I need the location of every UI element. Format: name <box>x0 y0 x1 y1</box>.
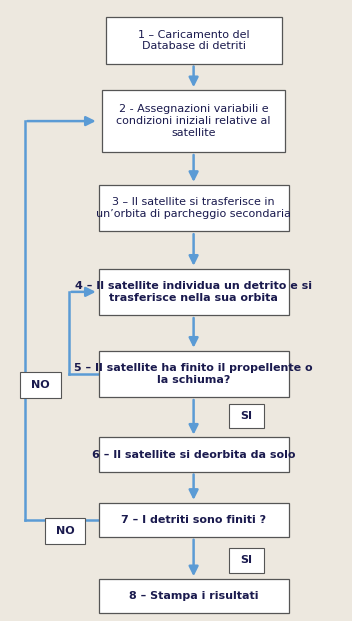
FancyBboxPatch shape <box>99 579 289 614</box>
FancyBboxPatch shape <box>99 437 289 472</box>
Text: SI: SI <box>240 555 252 565</box>
FancyBboxPatch shape <box>102 90 285 152</box>
Text: 8 – Stampa i risultati: 8 – Stampa i risultati <box>129 591 258 601</box>
FancyBboxPatch shape <box>99 268 289 315</box>
Text: NO: NO <box>56 526 74 536</box>
Text: 7 – I detriti sono finiti ?: 7 – I detriti sono finiti ? <box>121 515 266 525</box>
FancyBboxPatch shape <box>106 17 282 63</box>
FancyBboxPatch shape <box>229 404 264 428</box>
FancyBboxPatch shape <box>99 185 289 231</box>
Text: 3 – Il satellite si trasferisce in
un’orbita di parcheggio secondaria: 3 – Il satellite si trasferisce in un’or… <box>96 197 291 219</box>
Text: 6 – Il satellite si deorbita da solo: 6 – Il satellite si deorbita da solo <box>92 450 295 460</box>
Text: NO: NO <box>31 380 50 390</box>
FancyBboxPatch shape <box>99 503 289 537</box>
Text: 2 - Assegnazioni variabili e
condizioni iniziali relative al
satellite: 2 - Assegnazioni variabili e condizioni … <box>117 104 271 138</box>
FancyBboxPatch shape <box>20 372 61 398</box>
Text: 5 – Il satellite ha finito il propellente o
la schiuma?: 5 – Il satellite ha finito il propellent… <box>74 363 313 384</box>
FancyBboxPatch shape <box>45 518 85 544</box>
Text: 4 – Il satellite individua un detrito e si
trasferisce nella sua orbita: 4 – Il satellite individua un detrito e … <box>75 281 312 302</box>
Text: 1 – Caricamento del
Database di detriti: 1 – Caricamento del Database di detriti <box>138 30 250 51</box>
FancyBboxPatch shape <box>229 548 264 573</box>
Text: SI: SI <box>240 411 252 421</box>
FancyBboxPatch shape <box>99 350 289 397</box>
